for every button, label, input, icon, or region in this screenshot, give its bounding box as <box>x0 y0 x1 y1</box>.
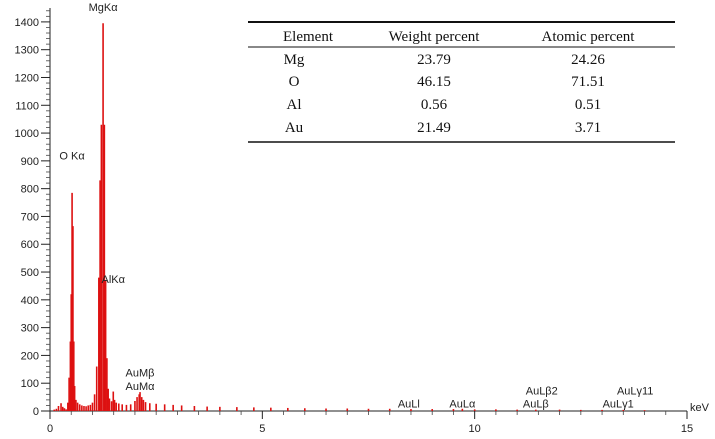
table-cell-atomic: 24.26 <box>571 52 605 68</box>
table-cell-atomic: 3.71 <box>575 120 601 136</box>
table-cell-element: Au <box>285 120 304 136</box>
table-cell-weight: 21.49 <box>417 120 451 136</box>
peak-label: AuMβ <box>126 367 155 379</box>
y-tick-label: 500 <box>21 267 39 279</box>
peak-label: AuLl <box>398 399 420 411</box>
table-header-weight: Weight percent <box>389 29 481 45</box>
x-tick-label: 5 <box>259 423 265 434</box>
peak-label: AuLγ11 <box>617 385 654 397</box>
peak-label: AuLγ1 <box>603 399 634 411</box>
y-tick-label: 1400 <box>15 17 39 29</box>
table-header-element: Element <box>283 29 334 45</box>
table-cell-weight: 23.79 <box>417 52 451 68</box>
table-cell-atomic: 71.51 <box>571 74 605 90</box>
x-axis-unit-label: keV <box>690 402 710 414</box>
x-tick-label: 0 <box>47 423 53 434</box>
table-cell-atomic: 0.51 <box>575 97 601 113</box>
peak-label: AuLβ <box>523 399 549 411</box>
spectrum-bars-group <box>53 23 646 411</box>
peak-label: MgKα <box>89 2 119 14</box>
y-tick-label: 100 <box>21 378 39 390</box>
y-tick-label: 1000 <box>15 128 39 140</box>
y-tick-label: 400 <box>21 295 39 307</box>
table-cell-element: O <box>289 74 300 90</box>
peak-label: AuLα <box>449 399 476 411</box>
table-header-atomic: Atomic percent <box>542 29 636 45</box>
peak-label: AuLβ2 <box>526 385 558 397</box>
axes-group: 0100200300400500600700800900100011001200… <box>15 8 693 435</box>
y-tick-label: 300 <box>21 323 39 335</box>
table-cell-weight: 46.15 <box>417 74 451 90</box>
table-cell-weight: 0.56 <box>421 97 448 113</box>
x-tick-label: 10 <box>469 423 481 434</box>
peak-label: O Kα <box>59 150 85 162</box>
table-cell-element: Mg <box>284 52 305 68</box>
y-tick-label: 200 <box>21 350 39 362</box>
y-tick-label: 800 <box>21 184 39 196</box>
y-tick-label: 900 <box>21 156 39 168</box>
y-tick-label: 0 <box>33 406 39 418</box>
peak-label: AlKα <box>102 274 126 286</box>
y-tick-label: 600 <box>21 239 39 251</box>
table-cell-element: Al <box>287 97 302 113</box>
composition-table: Element Weight percent Atomic percent Mg… <box>248 21 675 143</box>
peak-label: AuMα <box>126 381 156 393</box>
y-tick-label: 1300 <box>15 45 39 57</box>
y-tick-label: 1100 <box>15 100 39 112</box>
y-tick-label: 700 <box>21 211 39 223</box>
y-tick-label: 1200 <box>15 72 39 84</box>
peak-labels-group: MgKα O Kα AlKα AuMβ AuMα AuLl AuLα AuLβ2 AuLβ AuL… <box>59 2 653 411</box>
x-tick-label: 15 <box>681 423 693 434</box>
